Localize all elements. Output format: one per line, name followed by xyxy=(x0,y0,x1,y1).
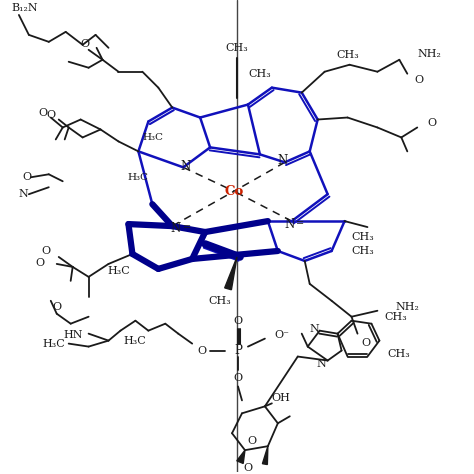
Text: N: N xyxy=(317,358,327,368)
Text: O: O xyxy=(243,463,253,473)
Text: N: N xyxy=(170,221,181,235)
Text: CH₃: CH₃ xyxy=(248,69,271,79)
Polygon shape xyxy=(237,450,245,464)
Text: P: P xyxy=(234,344,242,357)
Text: CH₃: CH₃ xyxy=(226,43,248,53)
Text: O: O xyxy=(23,172,32,182)
Text: =: = xyxy=(183,224,191,233)
Text: H₃C: H₃C xyxy=(124,336,146,346)
Text: B₁₂N: B₁₂N xyxy=(11,3,37,13)
Text: N: N xyxy=(285,218,295,230)
Polygon shape xyxy=(225,257,237,290)
Text: O: O xyxy=(52,302,61,312)
Text: NH₂: NH₂ xyxy=(395,302,419,312)
Text: Co: Co xyxy=(224,185,244,198)
Text: =: = xyxy=(296,219,304,228)
Text: O: O xyxy=(36,258,45,268)
Text: O: O xyxy=(233,374,243,383)
Text: O⁻: O⁻ xyxy=(275,329,290,340)
Text: CH₃: CH₃ xyxy=(352,246,374,256)
Text: O: O xyxy=(427,118,437,128)
Text: O: O xyxy=(233,316,243,326)
Polygon shape xyxy=(263,446,268,465)
Text: OH: OH xyxy=(272,393,291,403)
Text: N: N xyxy=(19,189,28,199)
Text: O: O xyxy=(362,337,371,347)
Text: O: O xyxy=(414,75,423,85)
Text: CH₃: CH₃ xyxy=(209,296,231,306)
Text: CH₃: CH₃ xyxy=(352,232,374,242)
Text: HN: HN xyxy=(63,329,82,340)
Text: H₃C: H₃C xyxy=(142,133,164,142)
Text: N: N xyxy=(278,154,288,167)
Text: O: O xyxy=(247,436,256,446)
Text: CH₃: CH₃ xyxy=(387,348,410,358)
Text: CH₃: CH₃ xyxy=(384,312,407,322)
Text: N: N xyxy=(180,160,191,173)
Text: O: O xyxy=(46,109,55,119)
Text: NH₂: NH₂ xyxy=(417,49,441,59)
Text: O: O xyxy=(80,39,89,49)
Text: O: O xyxy=(198,346,207,356)
Text: CH₃: CH₃ xyxy=(336,50,359,60)
Text: O: O xyxy=(42,246,51,256)
Text: H₃C: H₃C xyxy=(108,266,130,276)
Text: N: N xyxy=(310,324,319,334)
Text: H₃C: H₃C xyxy=(42,338,64,348)
Text: H₃C: H₃C xyxy=(128,173,148,182)
Text: O: O xyxy=(38,108,47,118)
